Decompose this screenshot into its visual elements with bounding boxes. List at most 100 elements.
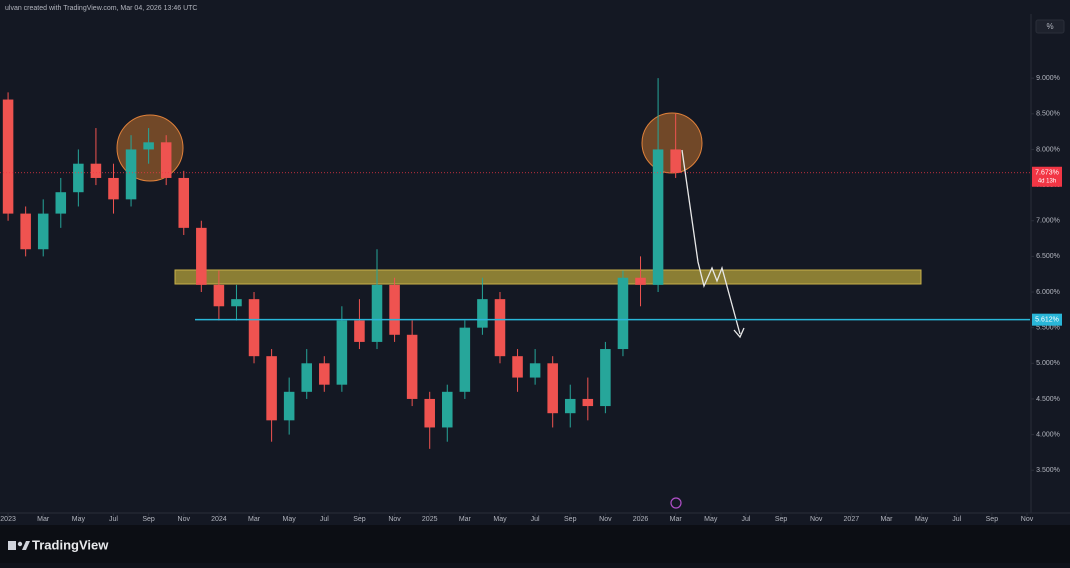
candle-body: [90, 163, 102, 178]
candle-body: [143, 142, 154, 150]
logo-mark: [17, 541, 23, 547]
y-tick-label: 8.500%: [1036, 111, 1060, 118]
candle-body: [213, 284, 225, 307]
x-tick-label: Mar: [880, 516, 893, 523]
candle-body: [617, 277, 629, 350]
candle-body: [108, 177, 119, 200]
countdown: 4d 13h: [1038, 178, 1056, 184]
x-tick-label: Nov: [1021, 516, 1034, 523]
candle-body: [73, 163, 84, 193]
x-tick-label: Sep: [564, 516, 577, 523]
y-tick-label: 6.500%: [1036, 253, 1060, 260]
logo: [8, 541, 30, 550]
candle-body: [442, 391, 453, 428]
x-tick-label: Nov: [599, 516, 612, 523]
x-tick-label: Jul: [109, 516, 118, 523]
candle-body: [37, 213, 49, 250]
logo-mark: [8, 541, 16, 550]
x-tick-label: Nov: [178, 516, 191, 523]
y-tick-label: 5.000%: [1036, 360, 1060, 367]
candle-body: [652, 149, 664, 285]
last-price-bg: [1032, 166, 1062, 187]
x-tick-label: Sep: [775, 516, 788, 523]
y-tick-label: 7.000%: [1036, 218, 1060, 225]
candle-body: [178, 177, 190, 228]
candle-body: [389, 284, 400, 335]
candle-body: [459, 327, 471, 392]
footer-background: [0, 525, 1070, 563]
candle-body: [301, 363, 313, 392]
candle-body: [494, 299, 506, 357]
x-tick-label: Mar: [459, 516, 472, 523]
x-tick-label: Sep: [353, 516, 366, 523]
candle-body: [635, 277, 646, 285]
last-price-label: 7.673%: [1035, 170, 1059, 177]
resistance-zone: [174, 269, 922, 285]
scale-button-bg[interactable]: [1035, 19, 1065, 34]
x-tick-label: 2026: [633, 516, 649, 523]
x-tick-label: 2027: [844, 516, 860, 523]
logo-mark: [22, 541, 30, 550]
y-tick-label: 9.000%: [1036, 75, 1060, 82]
x-tick-label: May: [283, 516, 297, 523]
x-tick-label: Jul: [320, 516, 329, 523]
candle-body: [160, 142, 172, 178]
candle-body: [55, 192, 67, 214]
candle-body: [371, 284, 383, 342]
candle-body: [582, 398, 594, 407]
brand: TradingView: [32, 537, 109, 552]
chart-background: [0, 0, 1070, 525]
candle-body: [354, 320, 365, 342]
candle-body: [564, 398, 576, 414]
x-tick-label: Jul: [741, 516, 750, 523]
y-tick-label: 8.000%: [1036, 146, 1060, 153]
level-label-bg: [1032, 313, 1062, 326]
candle-body: [196, 227, 207, 285]
projection-arrow: [681, 149, 741, 335]
x-tick-label: Mar: [248, 516, 261, 523]
candle-body: [2, 99, 14, 214]
candle-body: [406, 334, 418, 399]
x-tick-label: May: [72, 516, 86, 523]
y-tick-label: 4.000%: [1036, 431, 1060, 438]
header-caption: ulvan created with TradingView.com, Mar …: [5, 5, 197, 12]
candle-body: [336, 320, 348, 385]
x-tick-label: Jul: [952, 516, 961, 523]
candle-body: [600, 349, 611, 407]
candle-body: [529, 363, 541, 378]
x-tick-label: 2024: [211, 516, 227, 523]
x-tick-label: 2025: [422, 516, 438, 523]
candle-body: [512, 356, 523, 378]
x-tick-label: Sep: [986, 516, 999, 523]
candle-body: [670, 149, 681, 173]
candle-body: [319, 363, 330, 385]
x-tick-label: May: [915, 516, 929, 523]
candle-body: [20, 213, 31, 250]
candle-body: [266, 356, 277, 421]
x-tick-label: Mar: [670, 516, 683, 523]
candle-body: [424, 398, 435, 428]
x-tick-label: Jul: [531, 516, 540, 523]
level-label: 5.612%: [1035, 317, 1059, 324]
y-tick-label: 3.500%: [1036, 467, 1060, 474]
x-tick-label: 2023: [0, 516, 16, 523]
candle-body: [547, 363, 558, 414]
y-tick-label: 4.500%: [1036, 396, 1060, 403]
candle-body: [125, 149, 137, 200]
x-tick-label: May: [704, 516, 718, 523]
event-icon[interactable]: [670, 497, 682, 509]
candle-body: [477, 299, 488, 328]
x-tick-label: Sep: [142, 516, 155, 523]
x-tick-label: Nov: [810, 516, 823, 523]
candle-body: [231, 299, 242, 307]
x-tick-label: Mar: [37, 516, 50, 523]
y-tick-label: 6.000%: [1036, 289, 1060, 296]
x-tick-label: May: [493, 516, 507, 523]
scale-button[interactable]: %: [1046, 22, 1053, 31]
arrow-head: [733, 327, 745, 339]
x-tick-label: Nov: [388, 516, 401, 523]
candle-body: [248, 299, 260, 357]
y-tick-label: 5.500%: [1036, 325, 1060, 332]
